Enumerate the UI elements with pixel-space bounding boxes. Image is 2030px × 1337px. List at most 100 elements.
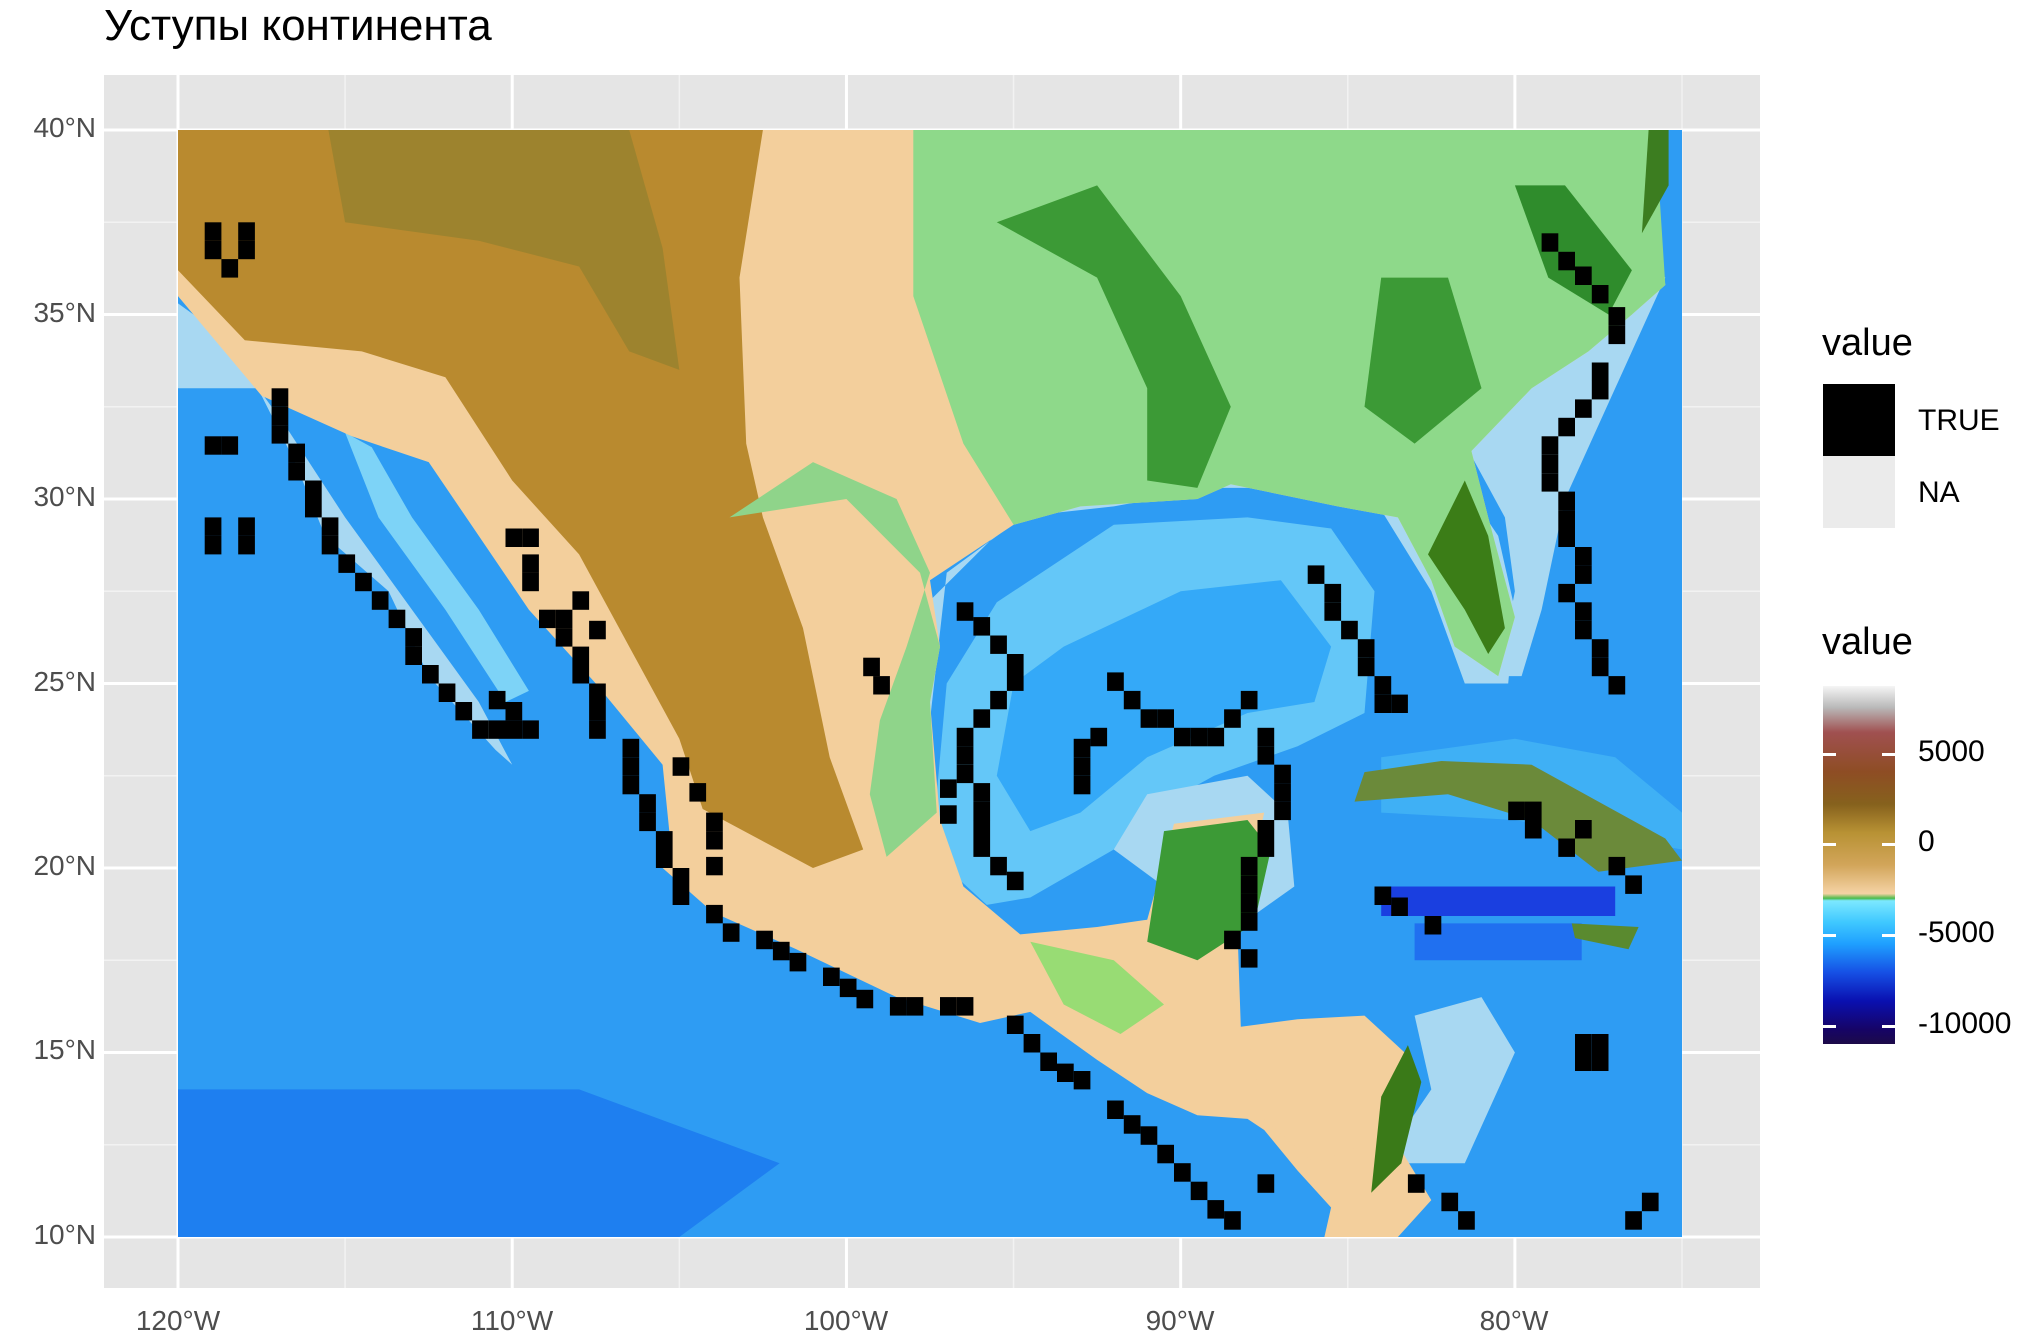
escarpment-cell bbox=[1391, 694, 1408, 713]
escarpment-cell bbox=[1140, 1126, 1158, 1145]
escarpment-cell bbox=[1558, 510, 1575, 529]
east-slope-green bbox=[729, 462, 940, 857]
escarpment-cell bbox=[1575, 547, 1592, 566]
escarpment-cell bbox=[1575, 820, 1592, 839]
honduras-nicaragua bbox=[1247, 1023, 1382, 1164]
escarpment-cell bbox=[789, 952, 807, 972]
deep-ocean-patch bbox=[1414, 923, 1582, 961]
escarpment-cell bbox=[973, 617, 991, 636]
legend-label-true: TRUE bbox=[1918, 404, 2000, 437]
escarpment-cell bbox=[1274, 783, 1291, 802]
escarpment-cell bbox=[1541, 233, 1559, 252]
escarpment-cell bbox=[1240, 912, 1258, 931]
escarpment-cell bbox=[1575, 266, 1592, 285]
colorbar-tick-left bbox=[1823, 843, 1836, 846]
escarpment-cell bbox=[589, 702, 606, 721]
escarpment-cell bbox=[1240, 856, 1258, 876]
land-masses bbox=[178, 130, 1682, 1237]
escarpment-cell bbox=[1541, 473, 1559, 492]
escarpment-cell bbox=[572, 646, 590, 665]
escarpment-cell bbox=[472, 720, 489, 739]
escarpment-cell bbox=[889, 997, 907, 1016]
escarpment-cell bbox=[221, 436, 239, 455]
escarpment-cell bbox=[338, 554, 356, 573]
escarpment-cell bbox=[1541, 454, 1559, 474]
escarpment-cell bbox=[355, 572, 372, 592]
escarpment-cell bbox=[505, 528, 523, 547]
escarpment-cell bbox=[1625, 1211, 1642, 1230]
escarpment-cell bbox=[589, 620, 606, 640]
map-canvas bbox=[104, 75, 1760, 1288]
escarpment-cell bbox=[1424, 916, 1442, 935]
escarpment-cell bbox=[655, 831, 673, 850]
escarpment-cell bbox=[722, 923, 740, 942]
escarpment-cell bbox=[956, 746, 974, 765]
escarpment-cell bbox=[1591, 1034, 1609, 1053]
escarpment-cell bbox=[505, 720, 523, 739]
escarpment-cell bbox=[622, 775, 640, 795]
escarpment-cell bbox=[906, 997, 924, 1016]
escarpment-cell bbox=[940, 779, 957, 798]
escarpment-cell bbox=[1357, 639, 1375, 658]
trench-patch bbox=[1381, 886, 1616, 916]
escarpment-cell bbox=[1558, 491, 1575, 511]
escarpment-cell bbox=[455, 702, 473, 721]
escarpment-cell bbox=[238, 222, 255, 241]
escarpment-cells bbox=[204, 222, 1659, 1230]
escarpment-cell bbox=[1274, 801, 1291, 821]
escarpment-cell bbox=[288, 443, 305, 463]
escarpment-cell bbox=[1257, 820, 1275, 839]
escarpment-cell bbox=[940, 805, 957, 824]
escarpment-cell bbox=[1458, 1211, 1475, 1230]
y-tick-35n: 35°N bbox=[33, 297, 96, 328]
escarpment-cell bbox=[1591, 1052, 1609, 1071]
colorbar-tick-right bbox=[1882, 1025, 1895, 1028]
escarpment-cell bbox=[238, 517, 255, 536]
escarpment-cell bbox=[1040, 1052, 1057, 1071]
y-tick-25n: 25°N bbox=[33, 666, 96, 697]
escarpment-cell bbox=[305, 480, 322, 499]
escarpment-cell bbox=[990, 856, 1007, 876]
escarpment-cell bbox=[1006, 871, 1024, 891]
escarpment-cell bbox=[839, 978, 857, 998]
escarpment-cell bbox=[1257, 727, 1275, 747]
escarpment-cell bbox=[1140, 709, 1158, 728]
escarpment-cell bbox=[1157, 1144, 1174, 1164]
escarpment-cell bbox=[706, 904, 723, 924]
escarpment-cell bbox=[572, 591, 590, 610]
escarpment-cell bbox=[422, 665, 439, 684]
escarpment-cell bbox=[1174, 1163, 1191, 1182]
escarpment-cell bbox=[622, 738, 640, 758]
escarpment-cell bbox=[1006, 654, 1024, 673]
chiapas-highlands bbox=[1030, 941, 1164, 1034]
escarpment-cell bbox=[1575, 565, 1592, 584]
escarpment-cell bbox=[1641, 1192, 1659, 1212]
escarpment-cell bbox=[488, 720, 506, 739]
escarpment-cell bbox=[522, 572, 539, 592]
escarpment-cell bbox=[589, 683, 606, 702]
escarpment-cell bbox=[1240, 893, 1258, 913]
escarpment-cell bbox=[1207, 727, 1225, 747]
escarpment-cell bbox=[1157, 709, 1174, 728]
escarpment-cell bbox=[1391, 897, 1408, 916]
escarpment-cell bbox=[1073, 738, 1091, 758]
escarpment-cell bbox=[1324, 583, 1342, 603]
escarpment-cell bbox=[1575, 602, 1592, 621]
escarpment-cell bbox=[522, 528, 539, 547]
escarpment-cell bbox=[1257, 1174, 1275, 1193]
colorbar-tick-left bbox=[1823, 1025, 1836, 1028]
escarpment-cell bbox=[1090, 727, 1108, 747]
colorbar-label-0: 0 bbox=[1918, 825, 1935, 858]
escarpment-cell bbox=[204, 535, 222, 555]
escarpment-cell bbox=[956, 997, 974, 1016]
escarpment-cell bbox=[1257, 746, 1275, 765]
colorbar-tick-right bbox=[1882, 753, 1895, 756]
escarpment-cell bbox=[990, 690, 1007, 710]
atlantic-shelf bbox=[1464, 259, 1666, 677]
cuba-island bbox=[1354, 761, 1682, 872]
legend-label-na: NA bbox=[1918, 476, 1960, 509]
escarpment-cell bbox=[672, 757, 690, 776]
escarpment-cell bbox=[238, 535, 255, 555]
escarpment-cell bbox=[1107, 1100, 1124, 1119]
escarpment-cell bbox=[438, 683, 456, 702]
